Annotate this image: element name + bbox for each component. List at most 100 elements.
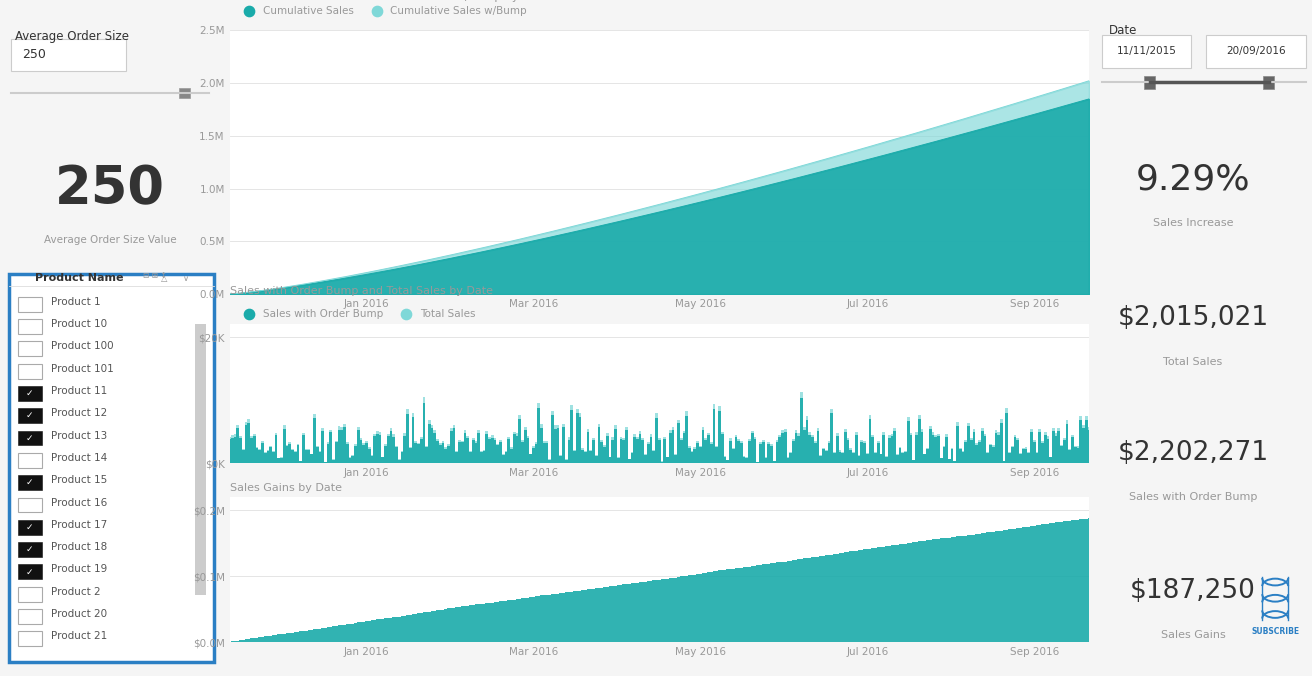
Bar: [666, 458, 669, 463]
Bar: [354, 445, 357, 463]
Bar: [707, 573, 710, 642]
Bar: [1017, 440, 1019, 463]
Bar: [806, 558, 808, 642]
Bar: [680, 438, 682, 463]
Bar: [1047, 439, 1050, 463]
Bar: [647, 443, 649, 463]
Bar: [661, 462, 664, 463]
Text: Product 18: Product 18: [51, 542, 108, 552]
Bar: [718, 571, 720, 642]
Bar: [949, 459, 951, 463]
Bar: [403, 433, 407, 463]
Bar: [592, 440, 594, 463]
Bar: [425, 448, 428, 463]
Bar: [601, 587, 604, 642]
Bar: [806, 420, 808, 463]
Bar: [992, 447, 994, 463]
Bar: [488, 437, 491, 463]
Bar: [687, 448, 690, 463]
Bar: [568, 437, 571, 463]
Bar: [526, 598, 529, 642]
Bar: [387, 434, 390, 463]
Bar: [1065, 424, 1068, 463]
Bar: [942, 445, 945, 463]
Bar: [855, 433, 858, 463]
Bar: [680, 577, 682, 642]
Bar: [992, 531, 994, 642]
Bar: [702, 427, 705, 463]
Bar: [513, 434, 516, 463]
Text: ✓: ✓: [26, 567, 34, 577]
Bar: [844, 432, 846, 463]
Bar: [921, 541, 924, 642]
Bar: [556, 594, 559, 642]
Bar: [379, 435, 382, 463]
Bar: [1071, 437, 1075, 463]
Bar: [461, 606, 463, 642]
Bar: [979, 440, 981, 463]
Bar: [251, 638, 253, 642]
Bar: [866, 454, 869, 463]
Bar: [775, 562, 778, 642]
Bar: [811, 435, 813, 463]
Bar: [248, 639, 251, 642]
Bar: [657, 579, 661, 642]
Bar: [327, 444, 329, 463]
Bar: [838, 554, 841, 642]
Bar: [916, 433, 918, 463]
Bar: [732, 569, 735, 642]
Bar: [538, 408, 541, 463]
Bar: [939, 538, 942, 642]
Bar: [231, 435, 234, 463]
FancyBboxPatch shape: [17, 609, 42, 624]
Bar: [239, 436, 241, 463]
Bar: [760, 565, 762, 642]
Bar: [367, 449, 370, 463]
Bar: [652, 452, 655, 463]
Bar: [488, 439, 491, 463]
Bar: [951, 537, 954, 642]
Bar: [1019, 528, 1022, 642]
Bar: [918, 419, 921, 463]
Bar: [677, 423, 680, 463]
Bar: [669, 433, 672, 463]
Bar: [975, 443, 979, 463]
Bar: [879, 454, 883, 463]
Bar: [264, 453, 266, 463]
Bar: [770, 563, 773, 642]
Bar: [628, 459, 631, 463]
Text: 250: 250: [55, 164, 165, 215]
Bar: [634, 583, 636, 642]
Bar: [447, 444, 450, 463]
Text: $2,015,021: $2,015,021: [1118, 305, 1269, 331]
Bar: [844, 429, 846, 463]
Bar: [828, 443, 830, 463]
FancyBboxPatch shape: [9, 274, 214, 662]
Bar: [634, 434, 636, 463]
FancyBboxPatch shape: [17, 542, 42, 557]
Bar: [244, 639, 248, 642]
Bar: [379, 433, 382, 463]
FancyBboxPatch shape: [17, 564, 42, 579]
Bar: [866, 549, 869, 642]
Bar: [472, 440, 475, 463]
Bar: [682, 431, 685, 463]
Bar: [666, 579, 669, 642]
Bar: [619, 437, 622, 463]
Bar: [647, 581, 649, 642]
Text: ✓: ✓: [26, 411, 34, 420]
Bar: [598, 424, 601, 463]
Bar: [1030, 429, 1033, 463]
Bar: [447, 608, 450, 642]
Bar: [493, 440, 496, 463]
Bar: [619, 439, 622, 463]
Bar: [956, 426, 959, 463]
Bar: [510, 448, 513, 463]
Bar: [1035, 452, 1038, 463]
Bar: [548, 595, 551, 642]
Bar: [823, 449, 825, 463]
Bar: [395, 445, 398, 463]
Bar: [354, 623, 357, 642]
Bar: [705, 440, 707, 463]
Bar: [430, 611, 433, 642]
